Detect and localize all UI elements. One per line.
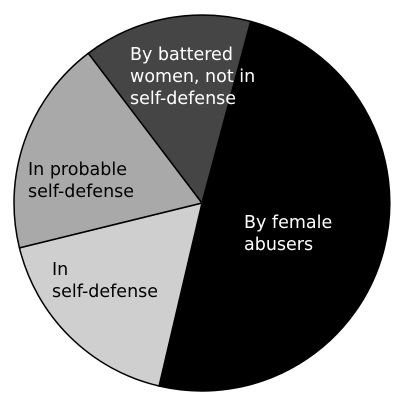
pie-slice-label-line: In [52, 260, 68, 280]
pie-slice-label-line: women, not in [130, 67, 255, 87]
pie-slice-label-line: By female [244, 213, 332, 233]
pie-slice-label-line: By battered [130, 45, 233, 65]
pie-slice-label-3: By battered women, not in self-defense [130, 45, 255, 109]
pie-slice-3 [87, 14, 252, 205]
pie-slice-2 [13, 52, 204, 249]
pie-slice-label-line: self-defense [52, 282, 158, 302]
pie-slice-label-0: By female abusers [244, 213, 332, 255]
pie-slice-label-1: In self-defense [52, 260, 158, 302]
pie-slice-label-line: self-defense [28, 182, 134, 202]
pie-slice-label-line: abusers [244, 235, 313, 255]
pie-slice-label-line: In probable [28, 160, 127, 180]
pie-slice-0 [158, 20, 391, 392]
pie-slice-1 [18, 201, 204, 387]
pie-slice-label-line: self-defense [130, 89, 236, 109]
pie-slice-label-2: In probable self-defense [28, 160, 134, 202]
